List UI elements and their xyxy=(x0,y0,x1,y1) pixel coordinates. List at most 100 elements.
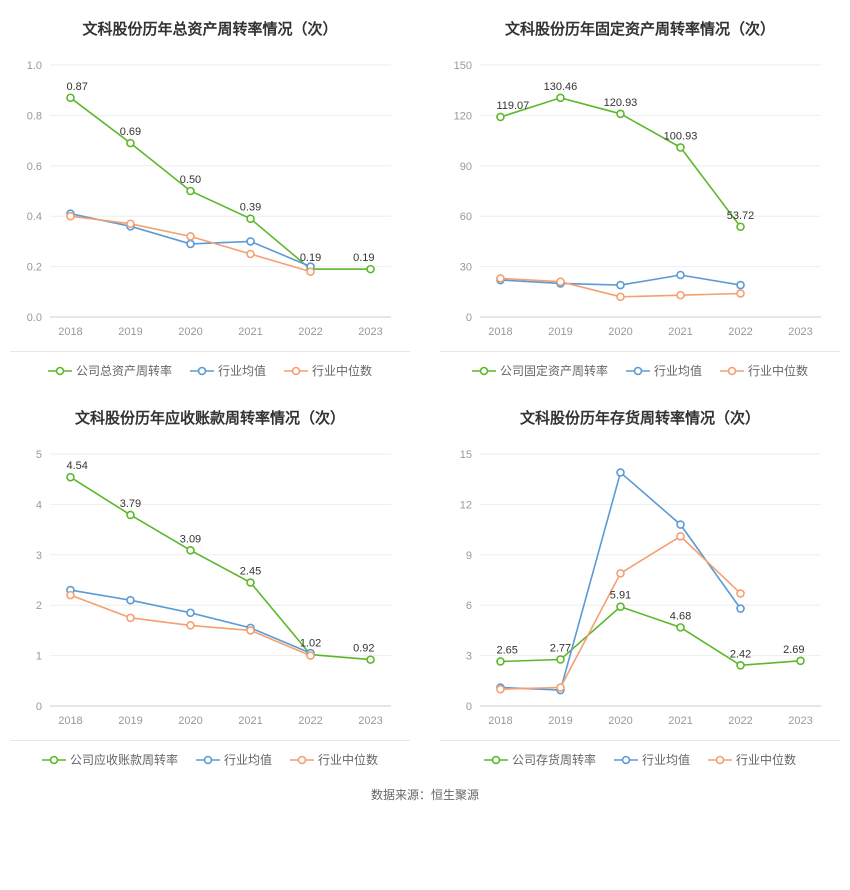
series-marker xyxy=(617,282,624,289)
chart-legend: 公司总资产周转率行业均值行业中位数 xyxy=(10,351,410,379)
legend-item: 行业中位数 xyxy=(290,751,378,768)
x-tick-label: 2019 xyxy=(118,326,142,338)
series-marker xyxy=(617,110,624,117)
legend-item: 行业均值 xyxy=(196,751,272,768)
point-label: 0.87 xyxy=(66,81,87,93)
legend-swatch-icon xyxy=(720,365,744,377)
x-tick-label: 2018 xyxy=(58,326,82,338)
point-label: 53.72 xyxy=(727,210,755,222)
series-marker xyxy=(617,603,624,610)
y-tick-label: 0 xyxy=(466,312,472,324)
y-tick-label: 9 xyxy=(466,550,472,562)
chart-svg: 0123452018201920202021202220234.543.793.… xyxy=(10,434,405,734)
legend-label: 行业均值 xyxy=(642,751,690,768)
series-marker xyxy=(127,140,134,147)
y-tick-label: 4 xyxy=(36,499,42,511)
chart-grid: 文科股份历年总资产周转率情况（次）0.00.20.40.60.81.020182… xyxy=(10,10,840,768)
series-line xyxy=(501,607,801,666)
legend-label: 行业均值 xyxy=(218,362,266,379)
series-marker xyxy=(187,233,194,240)
y-tick-label: 2 xyxy=(36,600,42,612)
series-marker xyxy=(677,624,684,631)
legend-swatch-icon xyxy=(48,365,72,377)
chart-area: 0.00.20.40.60.81.02018201920202021202220… xyxy=(10,45,410,345)
chart-panel-fixed-asset-turnover: 文科股份历年固定资产周转率情况（次）0306090120150201820192… xyxy=(440,10,840,379)
point-label: 0.39 xyxy=(240,202,261,214)
series-marker xyxy=(187,240,194,247)
x-tick-label: 2023 xyxy=(358,715,382,727)
chart-legend: 公司应收账款周转率 行业均值 行业中位数 xyxy=(10,740,410,768)
x-tick-label: 2021 xyxy=(668,326,692,338)
legend-label: 行业均值 xyxy=(654,362,702,379)
series-marker xyxy=(497,113,504,120)
legend-item: 行业中位数 xyxy=(708,751,796,768)
point-label: 2.45 xyxy=(240,566,261,578)
series-marker xyxy=(247,215,254,222)
chart-panel-inventory-turnover: 文科股份历年存货周转率情况（次）036912152018201920202021… xyxy=(440,399,840,768)
series-marker xyxy=(247,627,254,634)
point-label: 4.68 xyxy=(670,610,691,622)
series-marker xyxy=(737,223,744,230)
y-tick-label: 6 xyxy=(466,600,472,612)
legend-item: 公司固定资产周转率 xyxy=(472,362,608,379)
chart-panel-receivables-turnover: 文科股份历年应收账款周转率情况（次）0123452018201920202021… xyxy=(10,399,410,768)
x-tick-label: 2019 xyxy=(548,715,572,727)
series-marker xyxy=(497,686,504,693)
legend-label: 行业均值 xyxy=(224,751,272,768)
y-tick-label: 0.8 xyxy=(27,110,42,122)
legend-item: 公司存货周转率 xyxy=(484,751,596,768)
series-marker xyxy=(307,268,314,275)
x-tick-label: 2020 xyxy=(178,326,202,338)
chart-area: 0123452018201920202021202220234.543.793.… xyxy=(10,434,410,734)
series-marker xyxy=(187,188,194,195)
legend-swatch-icon xyxy=(708,754,732,766)
point-label: 2.42 xyxy=(730,648,751,660)
legend-label: 行业中位数 xyxy=(748,362,808,379)
y-tick-label: 3 xyxy=(466,651,472,663)
legend-swatch-icon xyxy=(42,754,66,766)
x-tick-label: 2018 xyxy=(488,326,512,338)
point-label: 4.54 xyxy=(66,460,87,472)
chart-svg: 0306090120150201820192020202120222023119… xyxy=(440,45,835,345)
chart-area: 0306090120150201820192020202120222023119… xyxy=(440,45,840,345)
point-label: 120.93 xyxy=(604,97,638,109)
point-label: 2.77 xyxy=(550,642,571,654)
x-tick-label: 2023 xyxy=(788,326,812,338)
series-marker xyxy=(497,658,504,665)
chart-panel-total-asset-turnover: 文科股份历年总资产周转率情况（次）0.00.20.40.60.81.020182… xyxy=(10,10,410,379)
y-tick-label: 150 xyxy=(454,60,472,72)
legend-label: 行业中位数 xyxy=(318,751,378,768)
point-label: 0.69 xyxy=(120,126,141,138)
series-marker xyxy=(617,570,624,577)
point-label: 0.92 xyxy=(353,643,374,655)
x-tick-label: 2023 xyxy=(788,715,812,727)
legend-swatch-icon xyxy=(284,365,308,377)
y-tick-label: 60 xyxy=(460,211,472,223)
series-marker xyxy=(677,292,684,299)
series-marker xyxy=(127,614,134,621)
series-marker xyxy=(557,656,564,663)
series-marker xyxy=(187,547,194,554)
series-marker xyxy=(617,469,624,476)
point-label: 119.07 xyxy=(496,100,529,112)
series-line xyxy=(501,536,741,689)
y-tick-label: 120 xyxy=(454,110,472,122)
chart-svg: 0.00.20.40.60.81.02018201920202021202220… xyxy=(10,45,405,345)
series-marker xyxy=(247,579,254,586)
legend-item: 行业均值 xyxy=(626,362,702,379)
series-marker xyxy=(307,652,314,659)
point-label: 0.50 xyxy=(180,174,201,186)
series-marker xyxy=(677,533,684,540)
legend-swatch-icon xyxy=(626,365,650,377)
x-tick-label: 2020 xyxy=(608,326,632,338)
y-tick-label: 3 xyxy=(36,550,42,562)
y-tick-label: 0.0 xyxy=(27,312,42,324)
x-tick-label: 2019 xyxy=(548,326,572,338)
legend-swatch-icon xyxy=(190,365,214,377)
data-source-footer: 数据来源：恒生聚源 xyxy=(10,786,840,803)
chart-title: 文科股份历年固定资产周转率情况（次） xyxy=(440,18,840,39)
y-tick-label: 0.4 xyxy=(27,211,42,223)
legend-item: 公司应收账款周转率 xyxy=(42,751,178,768)
x-tick-label: 2022 xyxy=(728,715,752,727)
y-tick-label: 15 xyxy=(460,449,472,461)
